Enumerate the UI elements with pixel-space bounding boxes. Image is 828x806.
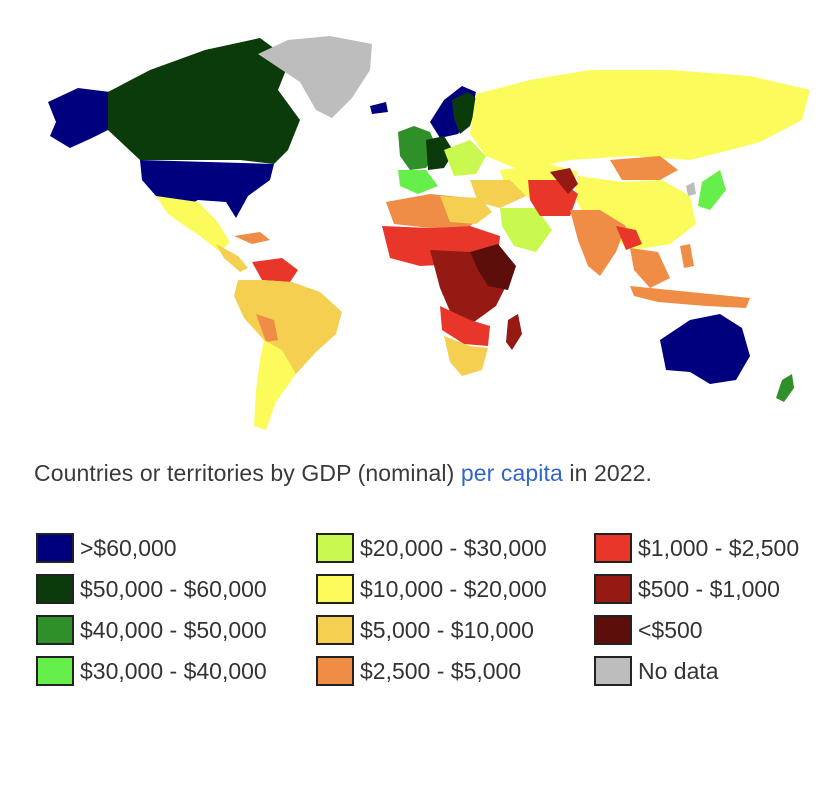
northern-south-america-region [252, 258, 298, 282]
legend-item-1000-2500: $1,000 - $2,500 [594, 528, 828, 569]
legend-swatch [36, 533, 74, 563]
legend-item-5000-10000: $5,000 - $10,000 [316, 610, 586, 651]
world-map [48, 36, 810, 430]
legend-item-over-60000: >$60,000 [36, 528, 306, 569]
legend-column-1: >$60,000 $50,000 - $60,000 $40,000 - $50… [36, 528, 306, 692]
pakistan-region [550, 168, 578, 194]
southern-central-africa-region [440, 306, 490, 346]
central-america-region [216, 244, 248, 272]
per-capita-link[interactable]: per capita [460, 460, 563, 486]
usa-region [140, 160, 274, 218]
legend-swatch [316, 574, 354, 604]
arabian-peninsula-region [500, 208, 552, 252]
legend-item-10000-20000: $10,000 - $20,000 [316, 569, 586, 610]
peru-bolivia-region [256, 314, 278, 342]
alaska-region [48, 88, 110, 148]
middle-east-north-region [470, 180, 526, 208]
korea-region [686, 182, 696, 196]
india-region [570, 210, 626, 276]
east-africa-region [470, 244, 516, 290]
legend-item-40000-50000: $40,000 - $50,000 [36, 610, 306, 651]
caption-text-after: in 2022. [562, 460, 653, 486]
legend-column-3: $1,000 - $2,500 $500 - $1,000 <$500 No d… [594, 528, 828, 692]
legend-swatch [36, 615, 74, 645]
indonesia-region [630, 286, 750, 308]
madagascar-region [506, 314, 522, 350]
mexico-region [156, 196, 230, 252]
legend-item-2500-5000: $2,500 - $5,000 [316, 651, 586, 692]
south-america-region [234, 280, 342, 374]
legend-label: $1,000 - $2,500 [638, 535, 800, 561]
legend-label: >$60,000 [80, 535, 177, 561]
legend-label: $50,000 - $60,000 [80, 576, 267, 602]
greenland-region [258, 36, 372, 118]
legend-swatch [36, 656, 74, 686]
canada-region [108, 38, 300, 164]
southeast-asia-region [630, 248, 670, 288]
legend-item-500-1000: $500 - $1,000 [594, 569, 828, 610]
legend-label: $500 - $1,000 [638, 576, 780, 602]
caribbean-region [234, 232, 270, 244]
legend-label: No data [638, 658, 719, 684]
legend-swatch [594, 574, 632, 604]
new-zealand-region [776, 374, 794, 402]
libya-egypt-region [440, 196, 492, 224]
south-asia-east-region [616, 226, 642, 250]
legend-column-2: $20,000 - $30,000 $10,000 - $20,000 $5,0… [316, 528, 586, 692]
southern-cone-region [254, 340, 296, 430]
legend-swatch [594, 656, 632, 686]
scandinavia-west-region [452, 92, 478, 134]
legend-label: $40,000 - $50,000 [80, 617, 267, 643]
legend-item-no-data: No data [594, 651, 828, 692]
eastern-europe-region [444, 140, 486, 176]
legend-label: $30,000 - $40,000 [80, 658, 267, 684]
iceland-region [370, 102, 388, 114]
southern-africa-region [444, 336, 488, 376]
legend-item-30000-40000: $30,000 - $40,000 [36, 651, 306, 692]
legend-item-50000-60000: $50,000 - $60,000 [36, 569, 306, 610]
mongolia-region [610, 156, 678, 180]
australia-region [660, 314, 750, 384]
legend-swatch [594, 615, 632, 645]
legend-swatch [594, 533, 632, 563]
central-europe-region [426, 136, 454, 170]
legend-label: $20,000 - $30,000 [360, 535, 547, 561]
legend-swatch [316, 656, 354, 686]
legend-swatch [36, 574, 74, 604]
legend-label: $2,500 - $5,000 [360, 658, 522, 684]
legend-label: <$500 [638, 617, 703, 643]
russia-region [470, 70, 810, 170]
caption-text-before: Countries or territories by GDP (nominal… [34, 460, 461, 486]
legend-label: $5,000 - $10,000 [360, 617, 534, 643]
map-caption: Countries or territories by GDP (nominal… [34, 460, 652, 487]
legend-swatch [316, 533, 354, 563]
legend-item-under-500: <$500 [594, 610, 828, 651]
japan-region [698, 170, 726, 210]
philippines-region [680, 244, 694, 268]
legend-item-20000-30000: $20,000 - $30,000 [316, 528, 586, 569]
legend-swatch [316, 615, 354, 645]
legend-label: $10,000 - $20,000 [360, 576, 547, 602]
southern-europe-region [398, 170, 438, 194]
